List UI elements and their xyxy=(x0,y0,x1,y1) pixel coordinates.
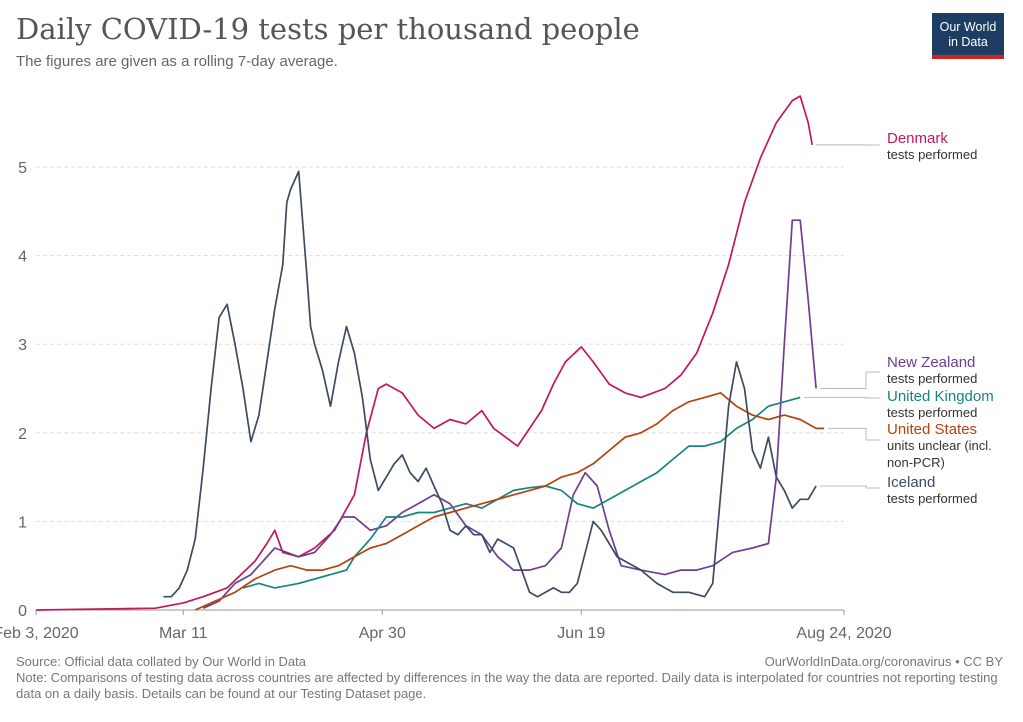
legend-sublabel-denmark: tests performed xyxy=(887,147,977,162)
logo-line-2: in Data xyxy=(948,35,988,49)
legend-sublabel-iceland: tests performed xyxy=(887,491,977,506)
x-tick-label: Jun 19 xyxy=(557,625,605,642)
footnote: Note: Comparisons of testing data across… xyxy=(16,670,998,701)
y-tick-label: 1 xyxy=(18,514,27,531)
source-url-link[interactable]: OurWorldInData.org/coronavirus • CC BY xyxy=(764,654,1003,669)
legend-sublabel-united-kingdom: tests performed xyxy=(887,405,977,420)
y-tick-label: 0 xyxy=(18,603,27,620)
y-tick-label: 3 xyxy=(18,337,27,354)
chart-title: Daily COVID-19 tests per thousand people xyxy=(16,12,640,46)
legend-connector-united-states xyxy=(828,427,880,441)
legend-name-iceland: Iceland xyxy=(887,474,935,491)
x-tick-label: Aug 24, 2020 xyxy=(796,625,891,642)
x-tick-label: Mar 11 xyxy=(159,625,208,642)
chart-subtitle: The figures are given as a rolling 7-day… xyxy=(16,53,338,70)
line-chart: 0 1 2 3 4 5 Feb 3, 2020 Mar 11 Apr 30 Jun 19 Aug 2… xyxy=(0,95,994,642)
legend-name-new-zealand: New Zealand xyxy=(887,354,975,371)
legend-sublabel-united-states: units unclear (incl. xyxy=(887,438,992,453)
legend-connector-iceland xyxy=(820,485,880,489)
legend-connector-united-kingdom xyxy=(804,396,880,399)
x-tick-label: Apr 30 xyxy=(359,625,406,642)
series-line-united-kingdom xyxy=(242,396,801,589)
legend-name-denmark: Denmark xyxy=(887,130,948,147)
x-tick-label: Feb 3, 2020 xyxy=(0,625,79,642)
legend-name-united-kingdom: United Kingdom xyxy=(887,388,994,405)
source-text: Source: Official data collated by Our Wo… xyxy=(16,654,306,669)
y-tick-label: 4 xyxy=(18,249,27,266)
y-tick-label: 5 xyxy=(18,160,27,177)
legend-sublabel-new-zealand: tests performed xyxy=(887,371,977,386)
y-tick-label: 2 xyxy=(18,426,27,443)
series-line-united-states xyxy=(194,392,825,611)
logo-line-1: Our World xyxy=(939,20,997,34)
legend-connector-new-zealand xyxy=(820,371,880,389)
series-line-iceland xyxy=(163,170,817,598)
series-line-denmark xyxy=(35,95,814,611)
owid-logo[interactable]: Our World in Data xyxy=(932,13,1004,59)
legend-name-united-states: United States xyxy=(887,421,977,438)
legend-sublabel-united-states: non-PCR) xyxy=(887,455,945,470)
